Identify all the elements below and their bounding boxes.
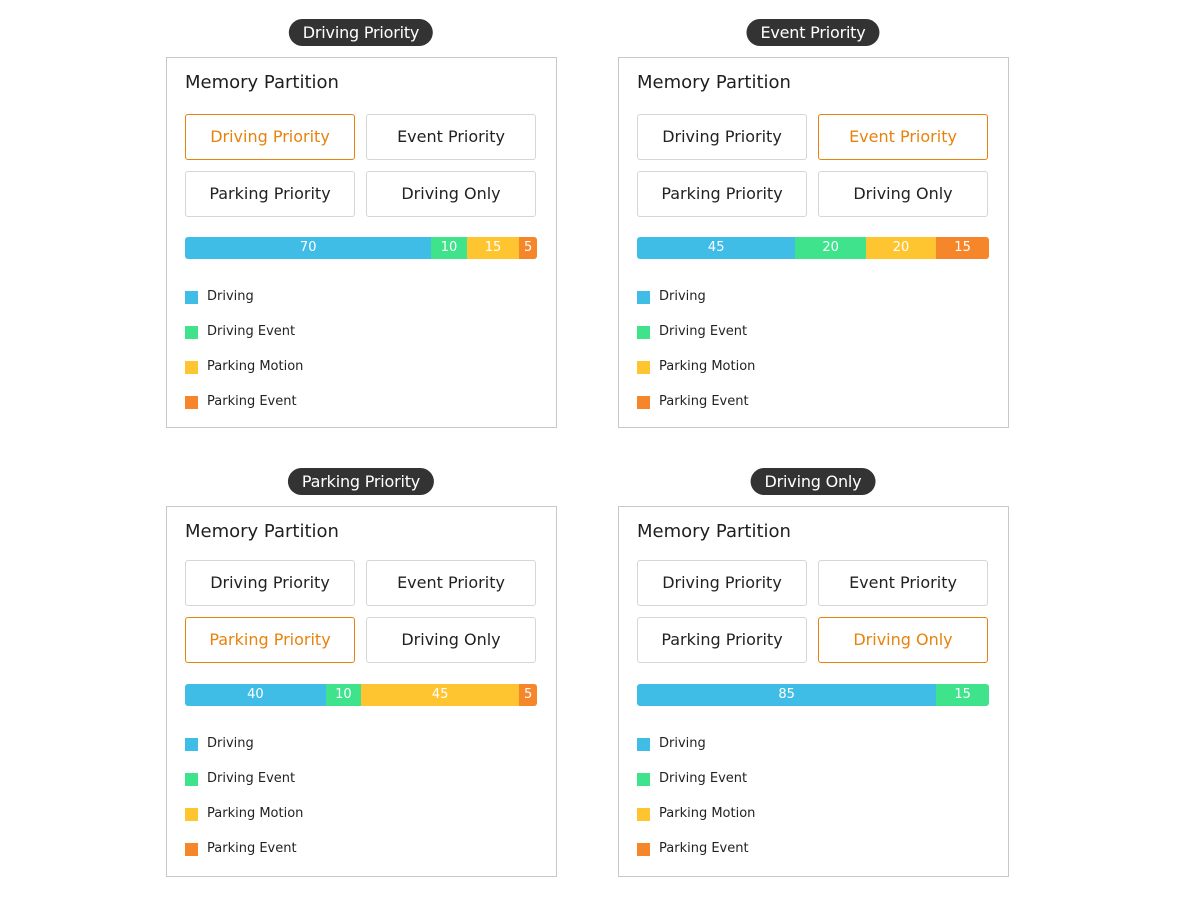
legend-swatch: [185, 808, 198, 821]
legend-label: Driving Event: [207, 771, 296, 786]
driving-only-button[interactable]: Driving Only: [818, 617, 988, 663]
parking-priority-button[interactable]: Parking Priority: [637, 617, 807, 663]
legend-label: Driving Event: [659, 324, 748, 339]
driving-only-button[interactable]: Driving Only: [366, 617, 536, 663]
legend-label: Driving Event: [207, 324, 296, 339]
driving-only-button[interactable]: Driving Only: [366, 171, 536, 217]
legend-label: Parking Event: [659, 394, 749, 409]
legend-swatch: [185, 843, 198, 856]
legend-label: Driving: [659, 736, 706, 751]
partition-segment: 5: [519, 237, 537, 259]
legend-label: Parking Event: [207, 394, 297, 409]
mode-caption-pill: Parking Priority: [287, 468, 435, 495]
legend-label: Driving: [659, 289, 706, 304]
partition-segment: 15: [466, 237, 520, 259]
driving-only-button[interactable]: Driving Only: [818, 171, 988, 217]
partition-segment: 45: [637, 237, 796, 259]
partition-segment: 20: [795, 237, 866, 259]
driving-priority-button[interactable]: Driving Priority: [185, 114, 355, 160]
partition-segment: 70: [185, 237, 432, 259]
partition-segment: 45: [360, 684, 520, 706]
legend-label: Parking Motion: [659, 806, 756, 821]
legend-label: Parking Motion: [207, 806, 304, 821]
legend-swatch: [637, 396, 650, 409]
memory-partition-card: Memory Partition Driving Priority Event …: [618, 57, 1009, 428]
parking-priority-button[interactable]: Parking Priority: [185, 617, 355, 663]
parking-priority-button[interactable]: Parking Priority: [185, 171, 355, 217]
legend-swatch: [637, 843, 650, 856]
legend-label: Parking Event: [659, 841, 749, 856]
event-priority-button[interactable]: Event Priority: [366, 560, 536, 606]
card-title: Memory Partition: [185, 521, 339, 542]
legend-swatch: [637, 773, 650, 786]
partition-bar: 70 10 15 5: [185, 237, 537, 259]
partition-segment: 40: [185, 684, 326, 706]
mode-caption-pill: Event Priority: [746, 19, 880, 46]
card-title: Memory Partition: [637, 521, 791, 542]
mode-caption-pill: Driving Only: [750, 468, 876, 495]
driving-priority-button[interactable]: Driving Priority: [637, 114, 807, 160]
partition-segment: 15: [936, 684, 989, 706]
legend-swatch: [185, 361, 198, 374]
partition-segment: 20: [865, 237, 937, 259]
event-priority-button[interactable]: Event Priority: [818, 560, 988, 606]
legend-label: Driving Event: [659, 771, 748, 786]
legend-swatch: [185, 396, 198, 409]
legend-label: Driving: [207, 289, 254, 304]
card-title: Memory Partition: [637, 72, 791, 93]
partition-bar: 40 10 45 5: [185, 684, 537, 706]
partition-segment: 85: [637, 684, 937, 706]
legend-label: Parking Event: [207, 841, 297, 856]
partition-segment: 10: [431, 237, 467, 259]
legend-swatch: [637, 808, 650, 821]
parking-priority-button[interactable]: Parking Priority: [637, 171, 807, 217]
legend-swatch: [637, 361, 650, 374]
legend-swatch: [637, 738, 650, 751]
legend-swatch: [185, 773, 198, 786]
card-title: Memory Partition: [185, 72, 339, 93]
memory-partition-card: Memory Partition Driving Priority Event …: [166, 57, 557, 428]
partition-bar: 45 20 20 15: [637, 237, 989, 259]
legend-label: Parking Motion: [207, 359, 304, 374]
legend-swatch: [637, 326, 650, 339]
event-priority-button[interactable]: Event Priority: [818, 114, 988, 160]
memory-partition-card: Memory Partition Driving Priority Event …: [618, 506, 1009, 877]
driving-priority-button[interactable]: Driving Priority: [637, 560, 807, 606]
driving-priority-button[interactable]: Driving Priority: [185, 560, 355, 606]
partition-segment: 15: [936, 237, 989, 259]
event-priority-button[interactable]: Event Priority: [366, 114, 536, 160]
legend-label: Driving: [207, 736, 254, 751]
legend-swatch: [185, 326, 198, 339]
partition-segment: 5: [519, 684, 537, 706]
legend-swatch: [637, 291, 650, 304]
mode-caption-pill: Driving Priority: [288, 19, 434, 46]
memory-partition-card: Memory Partition Driving Priority Event …: [166, 506, 557, 877]
legend-swatch: [185, 738, 198, 751]
legend-swatch: [185, 291, 198, 304]
legend-label: Parking Motion: [659, 359, 756, 374]
partition-bar: 85 15: [637, 684, 989, 706]
partition-segment: 10: [325, 684, 361, 706]
